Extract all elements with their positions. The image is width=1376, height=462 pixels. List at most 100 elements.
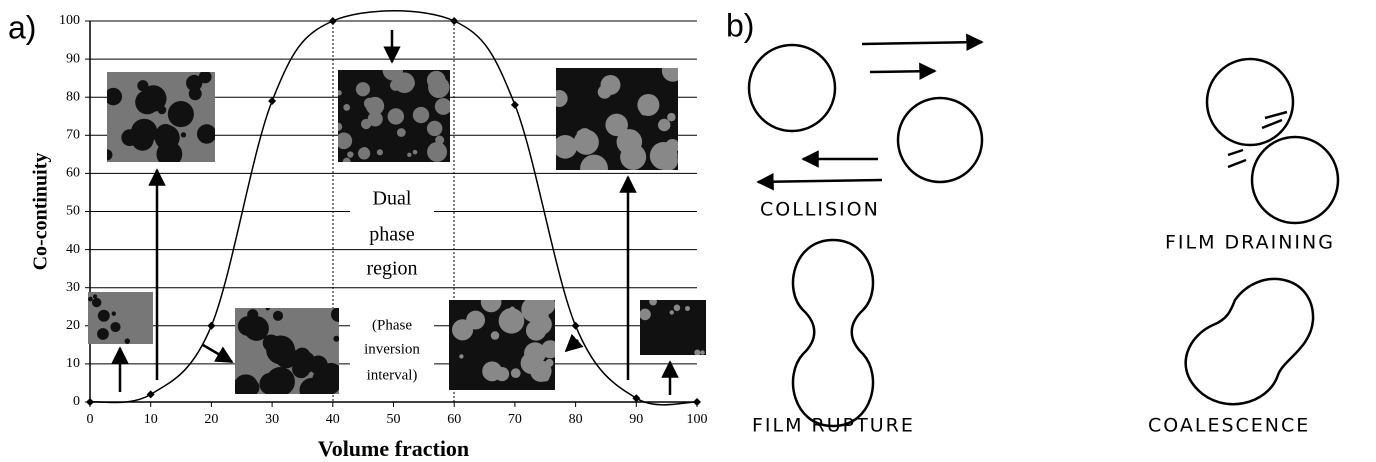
insets (88, 68, 706, 394)
inset-image (640, 300, 706, 355)
inset-particle (509, 306, 515, 312)
inset-particle (669, 310, 674, 315)
inset-particle (556, 89, 568, 107)
label-bg (350, 363, 434, 389)
inset-particle (694, 349, 701, 355)
inset-particle (342, 157, 351, 162)
inset-particle (157, 105, 167, 115)
label-bg (350, 313, 434, 339)
y-tick-label: 70 (66, 128, 80, 143)
region-box (332, 20, 455, 403)
arrows (111, 30, 679, 395)
data-point (693, 398, 701, 406)
x-tick-label: 10 (144, 412, 158, 427)
inset-particle (180, 132, 187, 138)
label-bg (350, 223, 434, 249)
panel-label: b) (726, 7, 754, 43)
annotation: interval) (367, 367, 418, 383)
inset-particle (387, 108, 405, 125)
inset-particle (272, 310, 284, 321)
data-line (89, 10, 698, 406)
inset-particle (426, 120, 443, 137)
inset-particle (640, 308, 651, 321)
annotation: Dual (373, 188, 412, 210)
inset-particle (494, 366, 510, 382)
inset-particle (338, 90, 342, 96)
inset-particle (154, 125, 180, 151)
data-point (207, 321, 216, 330)
inset-particle (167, 101, 194, 128)
diagram (747, 33, 1340, 428)
inset-particle (510, 368, 521, 379)
inset-particle (110, 321, 121, 333)
annotation: phase (369, 224, 415, 246)
inset-particle (521, 300, 548, 323)
inset-particle (360, 147, 369, 156)
line-chart: 0 10 20 30 40 50 60 70 80 90 100 0 10 20 30 40 50 60 70 80 9… (30, 10, 708, 461)
x-tick-label: 20 (204, 412, 218, 427)
inset-particle (382, 70, 404, 81)
y-tick-label: 10 (66, 356, 80, 371)
x-tick-label: 80 (569, 412, 583, 427)
inset-particle (649, 300, 657, 306)
inset-particle (365, 96, 385, 116)
inset-particle (235, 374, 259, 394)
inset-particle (577, 128, 592, 143)
x-tick-label: 30 (265, 412, 279, 427)
inset-particle (338, 122, 343, 131)
inset-particle (556, 134, 578, 159)
inset-particle (412, 106, 430, 124)
data-point (268, 97, 277, 106)
x-tick-label: 100 (687, 412, 708, 427)
label-bg (350, 257, 434, 283)
y-tick-label: 40 (66, 242, 80, 257)
inset-particle (665, 138, 678, 154)
y-tick-label: 60 (66, 166, 80, 181)
data-point (328, 17, 337, 25)
inset-particle (186, 74, 203, 92)
inset-particle (376, 149, 383, 156)
inset-particle (244, 316, 269, 341)
inset-particle (92, 294, 98, 299)
x-tick-label: 40 (326, 412, 340, 427)
inset-particle (657, 150, 678, 170)
inset-particle (131, 118, 158, 145)
x-tick-label: 60 (447, 412, 461, 427)
label-bg (350, 337, 434, 363)
inset-particle (360, 118, 372, 130)
inset-particle (600, 74, 621, 95)
inset-particle (427, 141, 448, 162)
data-point (632, 394, 641, 403)
inset-particle (415, 113, 421, 119)
inset-particle (435, 135, 445, 145)
y-tick-label: 0 (73, 394, 80, 409)
inset-particle (299, 377, 324, 394)
inset-particle (107, 149, 113, 161)
inset-particle (480, 300, 502, 313)
inset-particle (540, 372, 550, 382)
inset-particle (673, 304, 681, 312)
inset-particle (657, 118, 671, 132)
x-tick-label: 0 (87, 412, 94, 427)
inset-particle (661, 68, 678, 82)
y-tick-label: 30 (66, 280, 80, 295)
inset-particle (330, 308, 339, 322)
inset-particle (271, 373, 291, 393)
panel-label: a) (8, 9, 36, 45)
inset-particle (333, 335, 339, 342)
inset-particle (700, 350, 705, 355)
inset-particle (355, 82, 371, 97)
y-tick-label: 80 (66, 89, 80, 104)
inset-particle (466, 310, 486, 330)
data-point (146, 390, 155, 399)
data-point (510, 100, 519, 109)
inset-particle (407, 152, 412, 158)
inset-particle (412, 149, 418, 155)
inset-particle (684, 306, 691, 312)
inset-particle (140, 85, 167, 112)
inset-particle (541, 340, 555, 359)
inset-particle (347, 151, 354, 158)
diagram-label: FILM DRAINING (1165, 232, 1335, 254)
data-point (571, 321, 580, 330)
